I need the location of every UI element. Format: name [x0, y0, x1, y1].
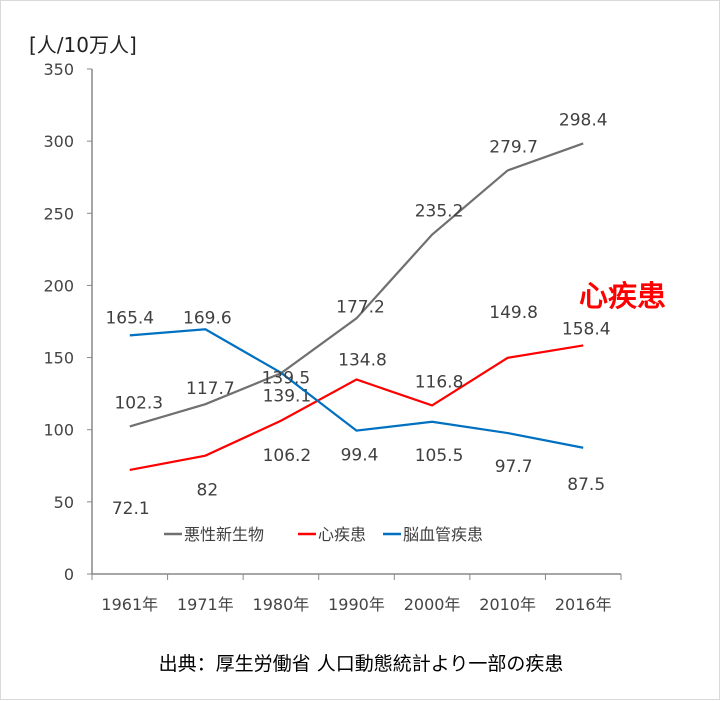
data-label: 106.2 — [263, 446, 312, 466]
data-label: 139.1 — [263, 386, 312, 406]
data-label: 298.4 — [559, 110, 608, 130]
data-label: 72.1 — [112, 499, 150, 519]
series-line-2 — [129, 328, 584, 449]
legend-label: 脳血管疾患 — [403, 525, 483, 544]
y-tick-label: 200 — [43, 276, 74, 295]
data-label: 102.3 — [114, 393, 163, 413]
data-label: 105.5 — [415, 446, 464, 466]
data-label: 82 — [197, 481, 219, 501]
y-tick-label: 350 — [43, 60, 74, 79]
series-line-0 — [129, 142, 584, 428]
data-label: 279.7 — [489, 137, 538, 157]
y-tick-label: 300 — [43, 132, 74, 151]
series-line-1 — [129, 344, 584, 472]
legend-label: 悪性新生物 — [184, 525, 264, 544]
x-tick-label: 2000年 — [404, 595, 461, 614]
data-label: 117.7 — [186, 379, 235, 399]
x-tick-label: 1980年 — [253, 595, 310, 614]
source-caption: 出典：厚生労働省 人口動態統計より一部の疾患 — [158, 653, 564, 675]
data-label: 139.5 — [262, 369, 311, 389]
x-tick-label: 1971年 — [177, 595, 234, 614]
y-axis-label: [人/10万人] — [29, 33, 137, 57]
x-tick-label: 1990年 — [328, 595, 385, 614]
data-label: 149.8 — [489, 303, 538, 323]
data-label: 134.8 — [338, 351, 387, 371]
x-tick-label: 2010年 — [479, 595, 536, 614]
data-label: 177.2 — [336, 297, 385, 317]
data-label: 235.2 — [415, 202, 464, 222]
data-label: 97.7 — [495, 457, 533, 477]
highlight-annotation: 心疾患 — [579, 279, 667, 313]
data-label: 87.5 — [567, 475, 605, 495]
data-label: 169.6 — [183, 308, 232, 328]
y-tick-label: 50 — [54, 493, 74, 512]
y-tick-label: 100 — [43, 421, 74, 440]
legend-label: 心疾患 — [318, 525, 366, 544]
data-label: 116.8 — [415, 372, 464, 392]
x-tick-label: 2016年 — [555, 595, 612, 614]
y-tick-label: 150 — [43, 349, 74, 368]
y-tick-label: 0 — [64, 565, 74, 584]
data-label: 158.4 — [562, 319, 611, 339]
y-tick-label: 250 — [43, 204, 74, 223]
x-tick-label: 1961年 — [101, 595, 158, 614]
data-label: 165.4 — [105, 308, 154, 328]
data-label: 99.4 — [341, 446, 379, 466]
